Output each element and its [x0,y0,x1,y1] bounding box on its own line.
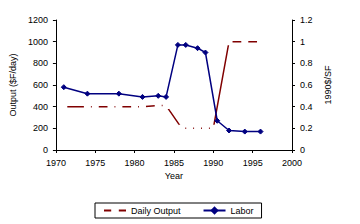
svg-text:Daily Output: Daily Output [131,206,181,216]
svg-text:1200: 1200 [28,15,48,25]
svg-text:1980: 1980 [125,158,145,168]
svg-text:1.2: 1.2 [300,15,313,25]
svg-text:0.2: 0.2 [300,123,313,133]
svg-text:0: 0 [43,145,48,155]
svg-text:1000: 1000 [28,37,48,47]
svg-text:0.6: 0.6 [300,80,313,90]
svg-text:Labor: Labor [231,206,254,216]
svg-text:1: 1 [300,37,305,47]
svg-text:0: 0 [300,145,305,155]
svg-text:2000: 2000 [282,158,302,168]
svg-text:1985: 1985 [164,158,184,168]
svg-text:0.8: 0.8 [300,58,313,68]
svg-text:1990: 1990 [203,158,223,168]
svg-text:0.4: 0.4 [300,102,313,112]
svg-text:Year: Year [165,171,183,181]
svg-text:1975: 1975 [85,158,105,168]
svg-text:400: 400 [33,102,48,112]
svg-text:Output ($F/day): Output ($F/day) [8,53,18,116]
svg-text:1995: 1995 [243,158,263,168]
svg-text:600: 600 [33,80,48,90]
svg-text:200: 200 [33,123,48,133]
svg-text:1970: 1970 [46,158,66,168]
svg-text:1990$/SF: 1990$/SF [323,65,333,105]
svg-text:800: 800 [33,58,48,68]
